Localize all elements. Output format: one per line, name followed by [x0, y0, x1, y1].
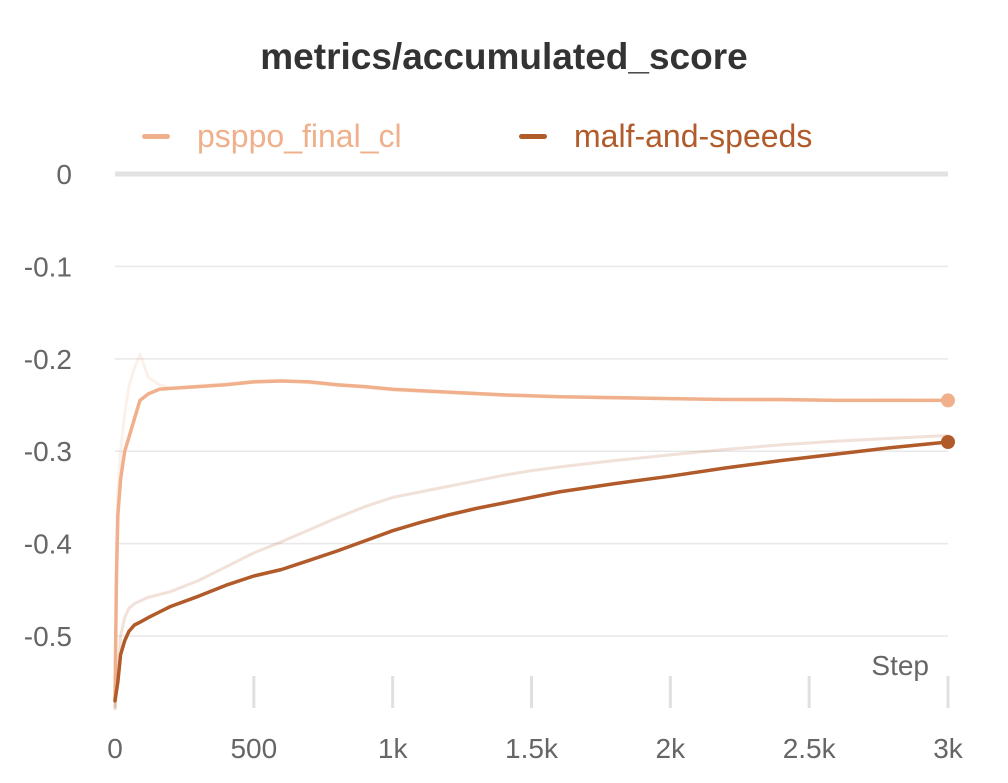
series-line-malf-and-speeds[interactable]: [113, 440, 950, 703]
legend: psppo_final_cl malf-and-speeds: [0, 118, 1008, 162]
x-tick-label: 500: [230, 733, 277, 764]
series-layer: [113, 352, 955, 711]
series-line-psppo-final-cl[interactable]: [113, 379, 950, 703]
y-tick-label: -0.4: [24, 529, 72, 560]
y-tick-label: -0.3: [24, 436, 72, 467]
series-endpoint-malf-and-speeds[interactable]: [941, 435, 955, 449]
chart-title: metrics/accumulated_score: [260, 36, 748, 77]
grid-lines: [115, 171, 948, 637]
series-raw-line-psppo-final-cl: [113, 352, 949, 711]
legend-label-malf-and-speeds: malf-and-speeds: [574, 118, 813, 154]
legend-label-psppo-final-cl: psppo_final_cl: [197, 118, 402, 154]
x-axis: 0 500 1k 1.5k 2k 2.5k 3k: [107, 676, 964, 764]
legend-item-psppo-final-cl[interactable]: psppo_final_cl: [142, 118, 402, 155]
x-tick-label: 3k: [933, 733, 964, 764]
x-tick-label: 0: [107, 733, 123, 764]
x-axis-label: Step: [871, 650, 929, 681]
x-tick-label: 1.5k: [505, 733, 559, 764]
y-tick-label: -0.1: [24, 251, 72, 282]
x-tick-label: 2k: [656, 733, 687, 764]
legend-item-malf-and-speeds[interactable]: malf-and-speeds: [519, 118, 812, 155]
y-tick-label: -0.2: [24, 344, 72, 375]
series-endpoint-psppo-final-cl[interactable]: [941, 393, 955, 408]
x-tick-label: 2.5k: [783, 733, 837, 764]
x-tick-label: 1k: [378, 733, 409, 764]
legend-swatch-psppo-final-cl: [142, 134, 170, 139]
series-raw-line-malf-and-speeds: [113, 434, 949, 711]
y-tick-label: -0.5: [24, 621, 72, 652]
legend-swatch-malf-and-speeds: [519, 134, 547, 139]
y-tick-label: 0: [56, 159, 72, 190]
y-axis: 0 -0.1 -0.2 -0.3 -0.4 -0.5: [24, 159, 72, 652]
